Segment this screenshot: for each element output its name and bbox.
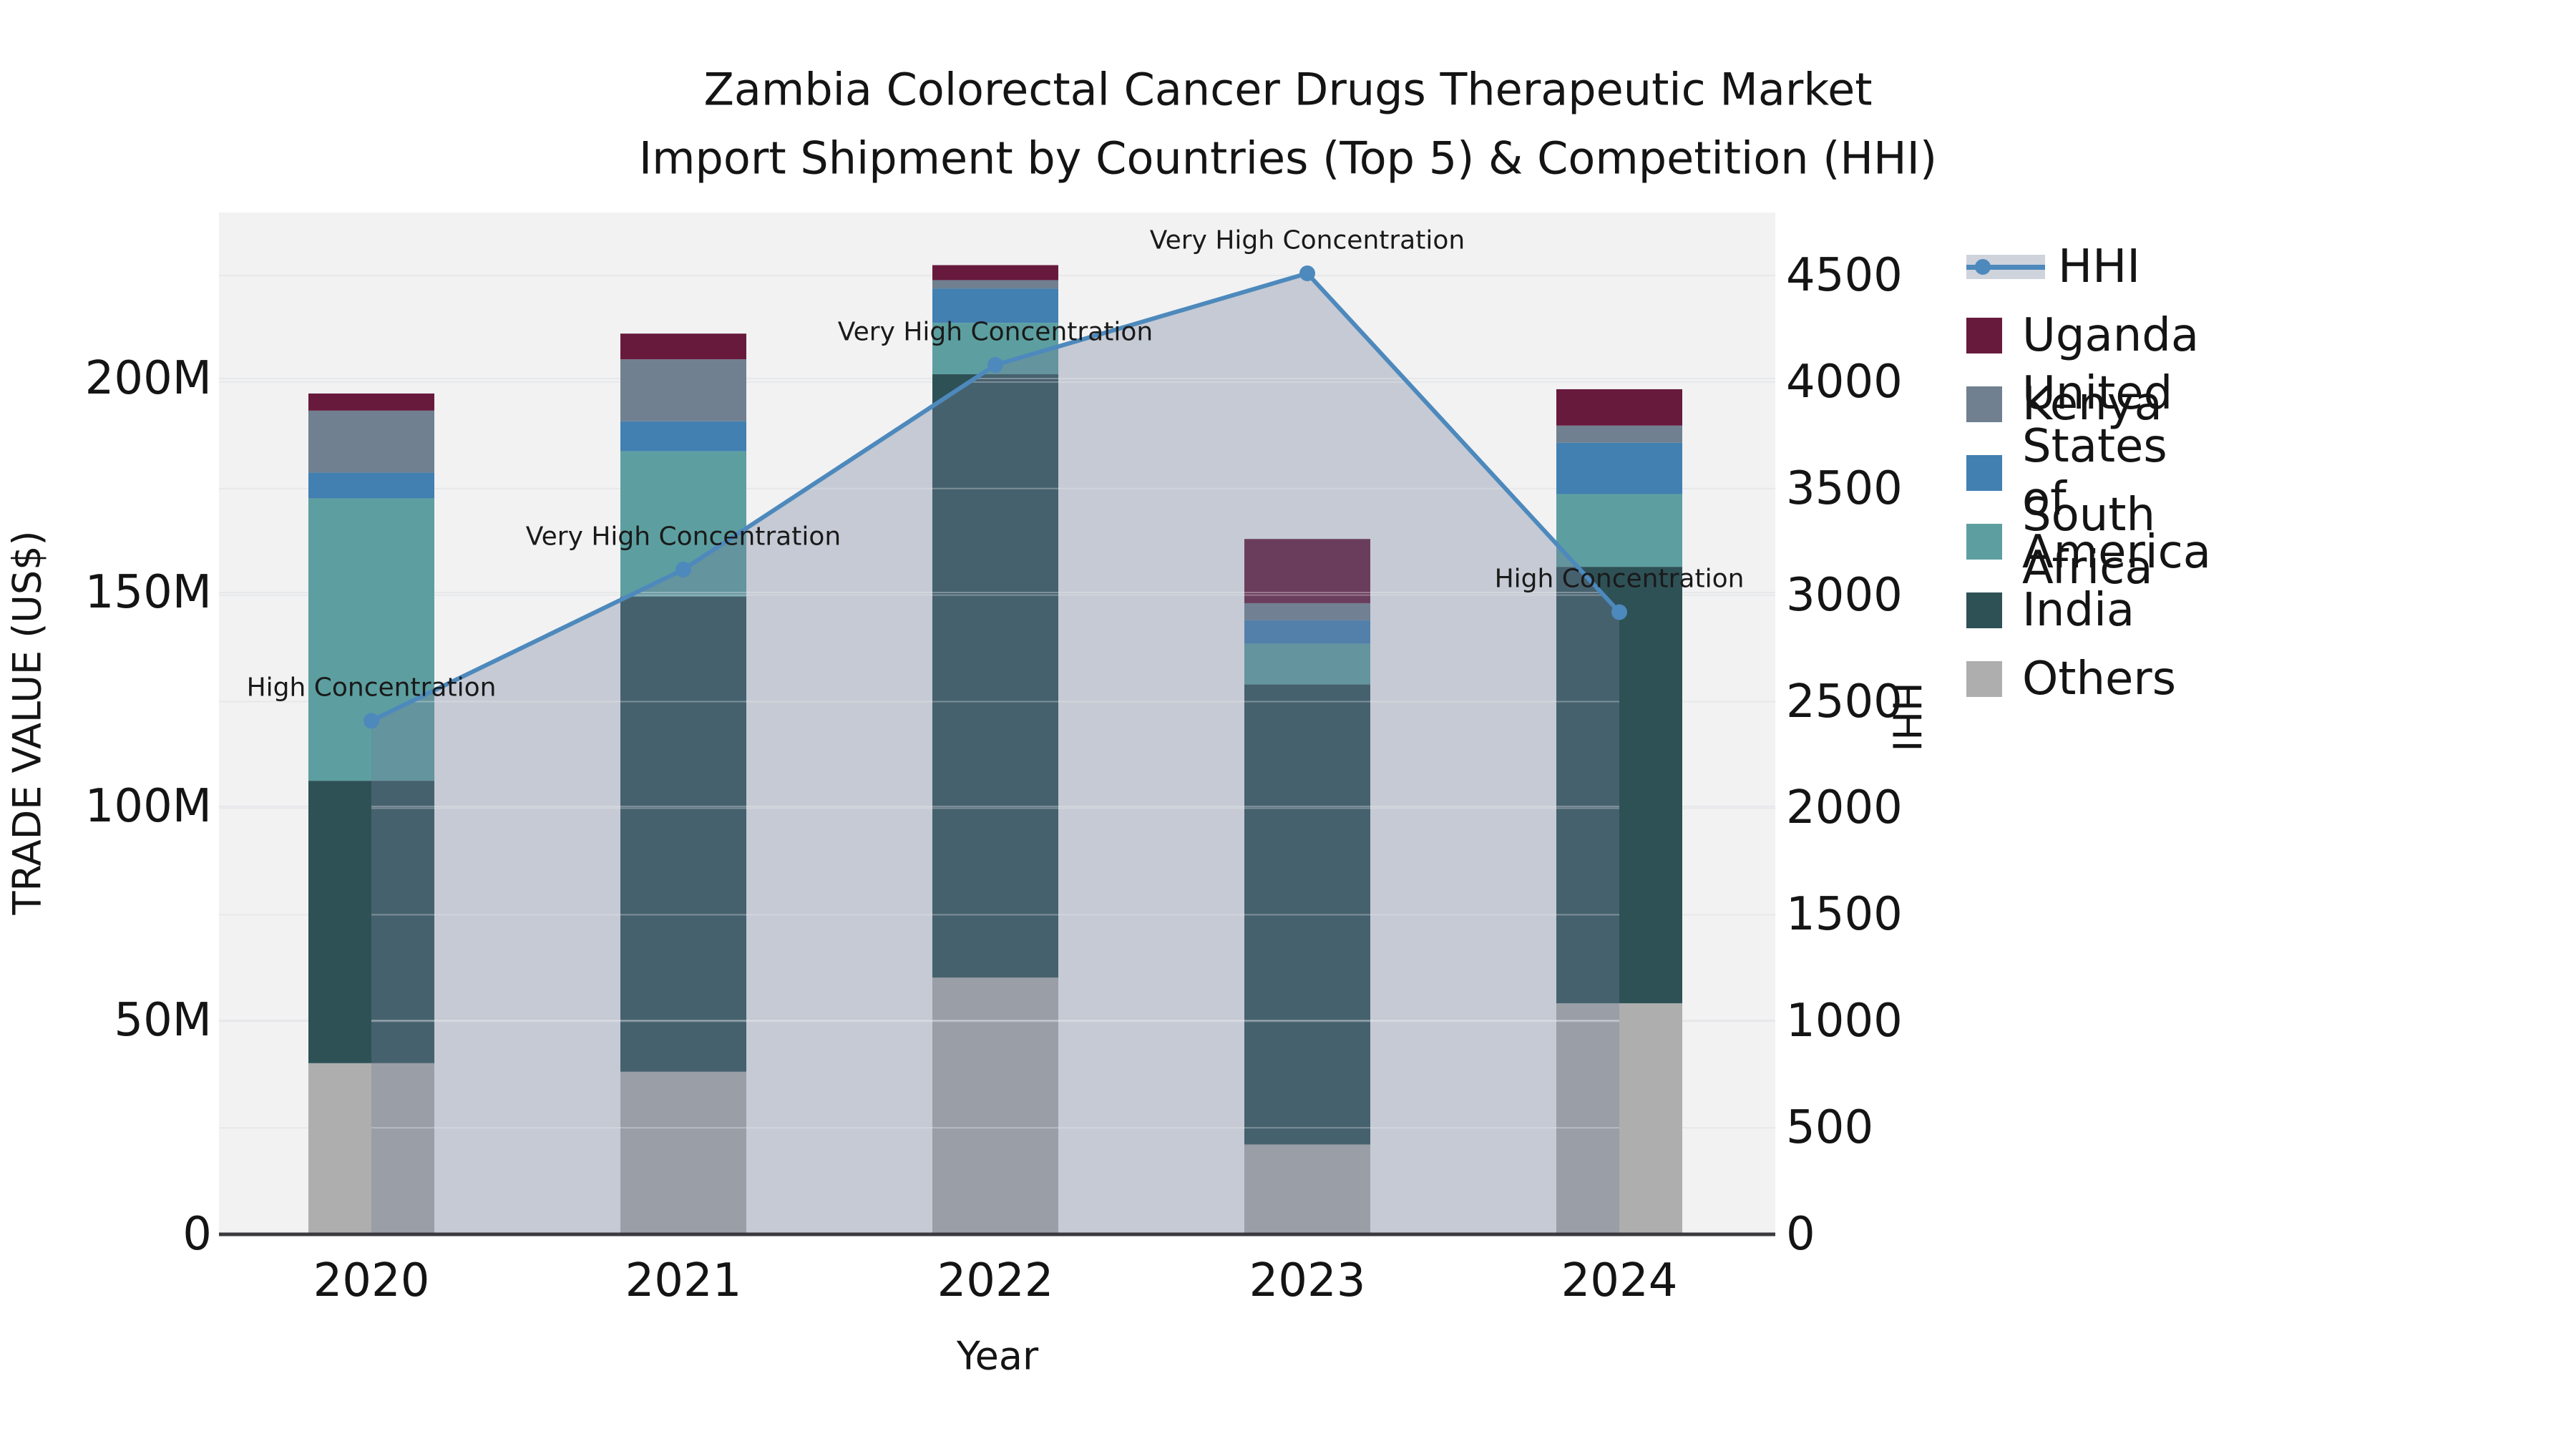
y-right-tick: 1000: [1786, 995, 1903, 1048]
y-left-axis-label: TRADE VALUE (US$): [4, 530, 50, 915]
annotation-label: High Concentration: [246, 673, 497, 703]
annotation-label: Very High Concentration: [1149, 225, 1465, 255]
x-tick: 2021: [625, 1254, 742, 1307]
x-axis-label: Year: [956, 1333, 1039, 1379]
y-right-tick: 500: [1786, 1101, 1874, 1155]
legend-label: Uganda: [2022, 309, 2200, 362]
legend-label: HHI: [2058, 240, 2141, 293]
bar-segment-united-states-of-america: [932, 288, 1058, 323]
bar-segment-united-states-of-america: [1556, 442, 1682, 494]
hhi-line-swatch-icon: [1966, 255, 2045, 279]
bar-segment-india: [1556, 567, 1682, 1004]
bar-segment-others: [932, 977, 1058, 1234]
hhi-area-fill: [371, 273, 1619, 1234]
legend-item-south-africa: South Africa: [1966, 489, 2155, 595]
bar-segment-india: [620, 596, 746, 1072]
bar-segment-others: [620, 1071, 746, 1234]
y-left-tick: 100M: [84, 780, 212, 833]
y-right-tick: 2000: [1786, 781, 1903, 835]
x-tick: 2020: [313, 1254, 430, 1307]
legend-label: United States of America: [2022, 367, 2211, 579]
bar-segment-united-states-of-america: [620, 421, 746, 452]
bar-segment-uganda: [308, 393, 434, 411]
bar-segment-kenya: [932, 280, 1058, 289]
x-tick: 2024: [1561, 1254, 1678, 1307]
x-tick: 2022: [937, 1254, 1054, 1307]
legend-item-united-states-of-america: United States of America: [1966, 367, 2211, 579]
y-right-tick: 3500: [1786, 462, 1903, 515]
bar-segment-kenya: [1556, 425, 1682, 443]
bar-segment-others: [308, 1063, 434, 1234]
bar-segment-south-africa: [308, 498, 434, 781]
x-tick: 2023: [1249, 1254, 1366, 1307]
legend-item-india: India: [1966, 584, 2135, 637]
y-left-tick: 0: [182, 1208, 212, 1261]
bar-segment-india: [932, 374, 1058, 978]
bar-segment-uganda: [1556, 389, 1682, 426]
bar-segment-kenya: [308, 410, 434, 473]
bar-segment-south-africa: [1244, 643, 1370, 685]
legend-label: South Africa: [2022, 489, 2155, 595]
bar-segment-uganda: [620, 333, 746, 360]
legend-swatch-icon: [1966, 524, 2002, 560]
y-right-tick: 0: [1786, 1208, 1815, 1261]
y-right-tick: 3000: [1786, 568, 1903, 622]
legend-item-hhi: HHI: [1966, 240, 2140, 293]
chart-title-line2: Import Shipment by Countries (Top 5) & C…: [638, 132, 1938, 185]
y-right-tick: 1500: [1786, 888, 1903, 942]
hhi-marker: [364, 713, 379, 729]
y-left-tick: 150M: [84, 566, 212, 619]
legend-swatch-icon: [1966, 386, 2002, 422]
hhi-marker: [987, 357, 1003, 374]
bar-segment-uganda: [1244, 539, 1370, 603]
bar-segment-others: [1556, 1003, 1682, 1234]
bar-segment-kenya: [620, 359, 746, 421]
hhi-marker: [675, 561, 691, 577]
legend-swatch-icon: [1966, 318, 2002, 353]
hhi-marker: [1299, 265, 1315, 282]
legend-label: Kenya: [2022, 378, 2162, 431]
bar-series: [308, 265, 1682, 1234]
chart-title-line1: Zambia Colorectal Cancer Drugs Therapeut…: [703, 63, 1873, 116]
hhi-marker: [1611, 604, 1627, 620]
y-right-tick: 2500: [1786, 675, 1903, 728]
bar-segment-uganda: [932, 265, 1058, 280]
bar-segment-india: [1244, 684, 1370, 1145]
legend-swatch-icon: [1966, 592, 2002, 628]
annotation-label: Very High Concentration: [525, 522, 841, 552]
bar-segment-south-africa: [1556, 494, 1682, 567]
y-right-tick: 4000: [1786, 355, 1903, 409]
y-left-tick: 50M: [114, 994, 212, 1047]
y-left-tick: 200M: [84, 352, 212, 405]
annotation-label: High Concentration: [1494, 564, 1745, 594]
legend-swatch-icon: [1966, 455, 2002, 491]
bar-segment-others: [1244, 1144, 1370, 1234]
y-right-tick: 4500: [1786, 248, 1903, 302]
annotation-label: Very High Concentration: [837, 317, 1153, 347]
legend-item-kenya: Kenya: [1966, 378, 2162, 431]
legend-label: India: [2022, 584, 2135, 637]
bar-segment-india: [308, 781, 434, 1063]
legend-item-others: Others: [1966, 653, 2176, 706]
bar-segment-united-states-of-america: [308, 472, 434, 499]
legend-item-uganda: Uganda: [1966, 309, 2199, 362]
legend-label: Others: [2022, 653, 2177, 706]
bar-segment-kenya: [1244, 602, 1370, 620]
bar-segment-united-states-of-america: [1244, 620, 1370, 644]
legend-swatch-icon: [1966, 661, 2002, 697]
